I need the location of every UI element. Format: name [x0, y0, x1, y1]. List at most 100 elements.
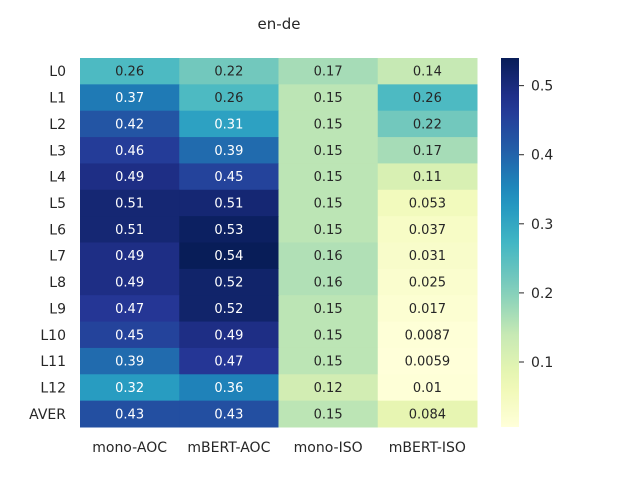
heatmap-cell	[80, 110, 180, 138]
heatmap-cell	[179, 242, 279, 270]
cell-value-label: 0.17	[314, 65, 343, 80]
heatmap-cell	[377, 347, 478, 375]
cell-value-label: 0.54	[214, 249, 243, 264]
heatmap-cell	[377, 163, 478, 191]
cell-value-label: 0.053	[409, 196, 446, 211]
cell-value-label: 0.0059	[405, 355, 451, 370]
row-tick-label: AVER	[29, 407, 66, 423]
heatmap-cell	[179, 400, 279, 428]
heatmap-cell	[278, 268, 379, 296]
cell-value-label: 0.16	[314, 249, 343, 264]
cell-value-label: 0.15	[314, 170, 343, 185]
cell-value-label: 0.39	[115, 355, 144, 370]
chart-title: en-de	[258, 15, 301, 33]
cell-value-label: 0.15	[314, 407, 343, 422]
heatmap-cell	[377, 295, 478, 323]
cell-value-label: 0.031	[409, 249, 446, 264]
cell-value-label: 0.15	[314, 223, 343, 238]
heatmap-cell	[377, 189, 478, 217]
heatmap-cell	[80, 216, 180, 243]
column-tick-label: mBERT-ISO	[389, 440, 466, 456]
heatmap-cell	[377, 400, 478, 428]
cell-value-label: 0.025	[409, 276, 446, 291]
row-tick-label: L0	[49, 64, 66, 80]
heatmap-cell	[179, 295, 279, 323]
row-tick-label: L7	[49, 249, 66, 265]
heatmap-cell	[278, 58, 379, 85]
heatmap-cell	[179, 268, 279, 296]
heatmap-cell	[80, 321, 180, 349]
cell-value-label: 0.51	[115, 223, 144, 238]
heatmap-cell	[278, 84, 379, 112]
heatmap-cell	[80, 137, 180, 164]
cell-value-label: 0.084	[409, 407, 446, 422]
heatmap-cell	[179, 216, 279, 243]
heatmap-cell	[377, 321, 478, 349]
heatmap-cell	[278, 295, 379, 323]
heatmap-cell	[278, 321, 379, 349]
colorbar-tick-label: 0.4	[531, 148, 553, 164]
cell-value-label: 0.15	[314, 355, 343, 370]
heatmap-cell	[377, 374, 478, 402]
heatmap-cell	[80, 400, 180, 428]
cell-value-label: 0.51	[214, 196, 243, 211]
heatmap-cell	[80, 189, 180, 217]
cell-value-label: 0.31	[214, 117, 243, 132]
cell-value-label: 0.11	[413, 170, 442, 185]
cell-value-label: 0.16	[314, 276, 343, 291]
cell-value-label: 0.26	[413, 91, 442, 106]
heatmap-cell	[377, 268, 478, 296]
column-tick-label: mBERT-AOC	[187, 440, 270, 456]
cell-value-label: 0.45	[214, 170, 243, 185]
cell-value-label: 0.43	[115, 407, 144, 422]
heatmap-cells: 0.26 0.22 0.17 0.14 0.37 0.26 0.15 0.26 0.42 0.31…	[80, 58, 478, 428]
cell-value-label: 0.39	[214, 144, 243, 159]
cell-value-label: 0.43	[214, 407, 243, 422]
heatmap-cell	[278, 189, 379, 217]
heatmap-cell	[80, 242, 180, 270]
heatmap-cell	[278, 374, 379, 402]
heatmap-cell	[80, 163, 180, 191]
cell-value-label: 0.26	[214, 91, 243, 106]
heatmap-cell	[80, 84, 180, 112]
cell-value-label: 0.42	[115, 117, 144, 132]
heatmap-cell	[179, 374, 279, 402]
heatmap-cell	[377, 58, 478, 85]
column-tick-label: mono-AOC	[92, 440, 167, 456]
cell-value-label: 0.36	[214, 381, 243, 396]
cell-value-label: 0.32	[115, 381, 144, 396]
cell-value-label: 0.01	[413, 381, 442, 396]
heatmap-cell	[278, 137, 379, 164]
cell-value-label: 0.15	[314, 328, 343, 343]
heatmap-cell	[80, 374, 180, 402]
cell-value-label: 0.22	[413, 117, 442, 132]
cell-value-label: 0.52	[214, 276, 243, 291]
column-tick-label: mono-ISO	[294, 440, 363, 456]
row-tick-label: L1	[49, 91, 66, 107]
heatmap-cell	[179, 189, 279, 217]
row-tick-label: L9	[49, 301, 66, 317]
heatmap-cell	[80, 268, 180, 296]
cell-value-label: 0.12	[314, 381, 343, 396]
row-tick-label: L6	[49, 222, 66, 238]
row-tick-label: L8	[49, 275, 66, 291]
row-tick-label: L2	[49, 117, 66, 133]
heatmap-cell	[377, 216, 478, 243]
row-tick-label: L3	[49, 143, 66, 159]
heatmap-cell	[278, 347, 379, 375]
heatmap-cell	[278, 242, 379, 270]
cell-value-label: 0.037	[409, 223, 446, 238]
row-tick-label: L11	[40, 354, 66, 370]
heatmap-cell	[179, 321, 279, 349]
heatmap-cell	[179, 84, 279, 112]
heatmap-cell	[80, 295, 180, 323]
cell-value-label: 0.017	[409, 302, 446, 317]
cell-value-label: 0.49	[115, 249, 144, 264]
cell-value-label: 0.15	[314, 302, 343, 317]
heatmap-cell	[80, 58, 180, 85]
row-tick-label: L10	[40, 328, 66, 344]
cell-value-label: 0.51	[115, 196, 144, 211]
colorbar-gradient	[501, 58, 519, 427]
row-tick-label: L12	[40, 380, 66, 396]
